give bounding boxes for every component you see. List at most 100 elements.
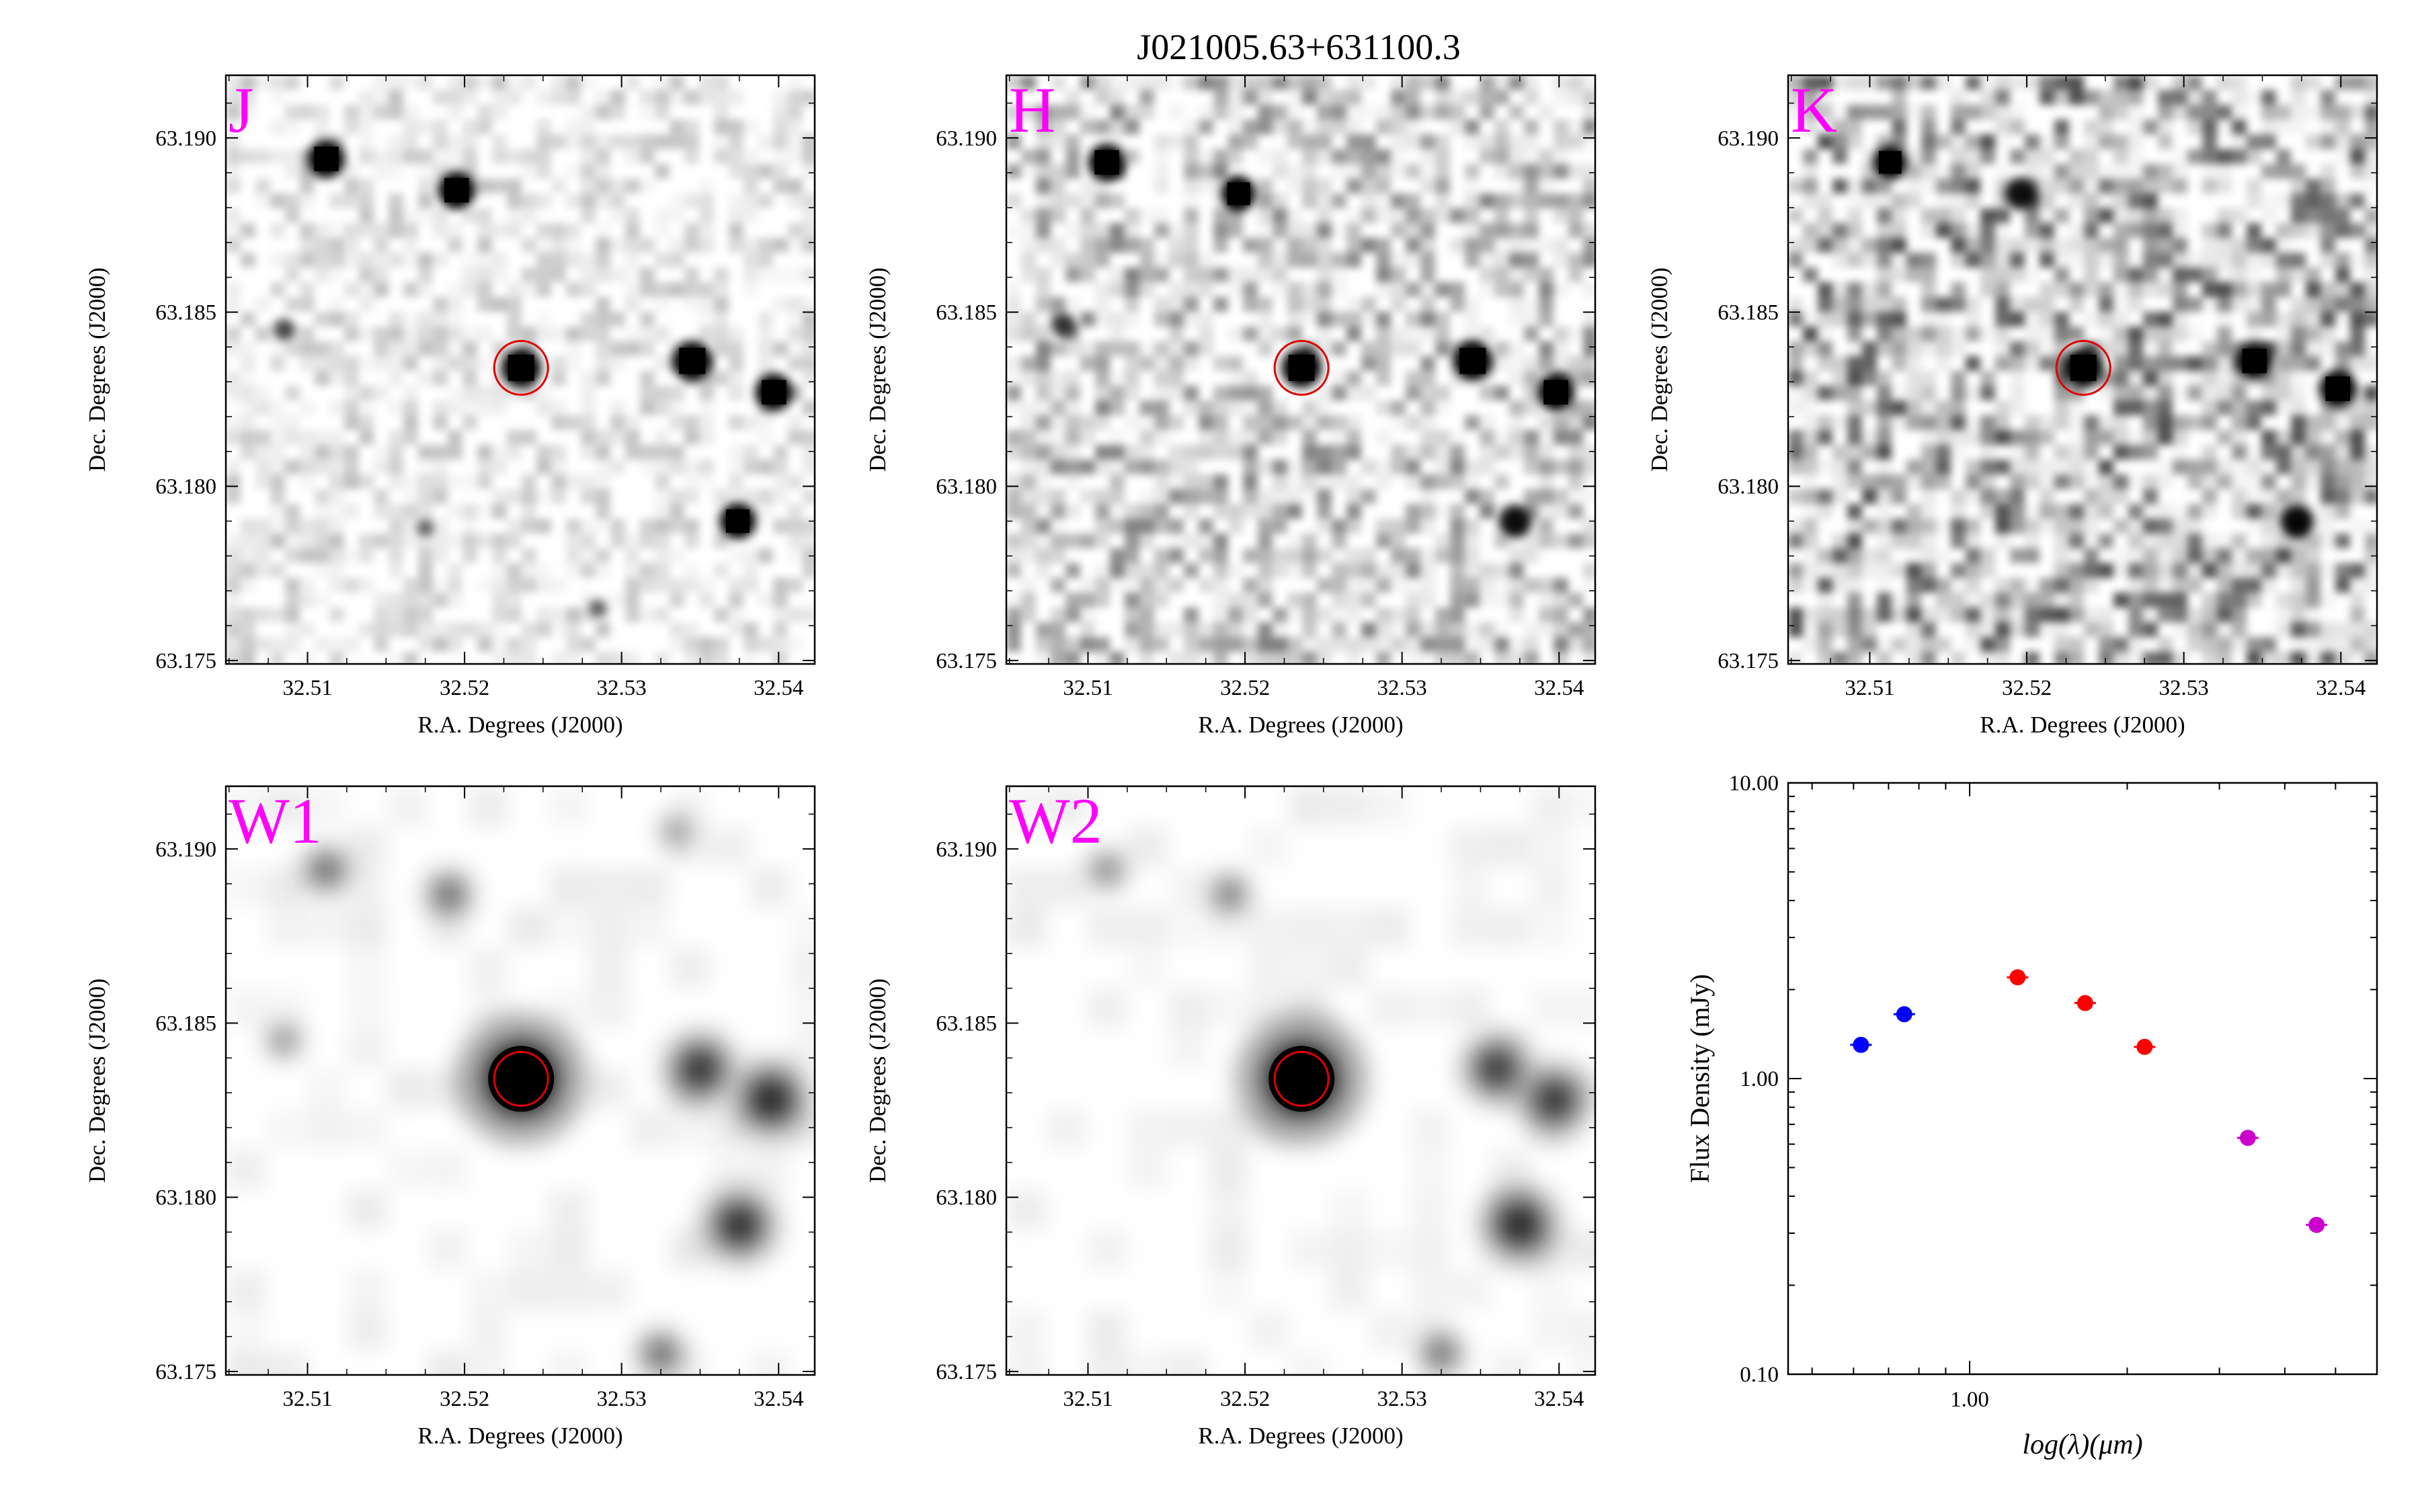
x-tick-label: 32.54: [1534, 1387, 1584, 1411]
star-source: [698, 1184, 780, 1267]
x-axis-label: R.A. Degrees (J2000): [417, 712, 622, 738]
star-source: [1084, 847, 1130, 893]
sed-y-tick-label: 10.00: [1729, 771, 1779, 796]
star-source: [2277, 502, 2316, 540]
sed-point: [2136, 1038, 2153, 1055]
y-tick-label: 63.190: [155, 837, 216, 862]
y-tick-label: 63.180: [155, 1186, 216, 1210]
star-core: [1543, 380, 1568, 405]
star-core: [679, 347, 706, 374]
sources: [272, 138, 795, 619]
target-circle: [1273, 339, 1330, 396]
y-tick-label: 63.175: [155, 649, 216, 673]
star-source: [421, 866, 477, 922]
star-core: [2070, 354, 2097, 381]
y-tick-label: 63.185: [936, 300, 997, 325]
sources: [1051, 141, 1577, 540]
x-axis-label: R.A. Degrees (J2000): [1198, 712, 1403, 738]
y-axis-label: Dec. Degrees (J2000): [1646, 267, 1672, 472]
sky-image: [226, 786, 815, 1375]
star-source: [1205, 870, 1254, 919]
band-label: K: [1791, 74, 1837, 146]
star-core: [2242, 348, 2267, 374]
sed-axes: 0.10 1.00 10.00 1.00 log(λ)(μm) Flux Density …: [1685, 771, 2378, 1460]
sed-frame: [1787, 782, 2378, 1376]
image-panel-W2: 32.51 32.52 32.53 32.54 63.175 63.180 63.185 63…: [864, 785, 1597, 1449]
star-core: [1288, 354, 1315, 381]
sources: [1084, 847, 1594, 1375]
sky-image: [1788, 75, 2377, 664]
star-source: [1477, 1182, 1563, 1268]
target-circle: [1273, 1050, 1330, 1107]
star-core: [314, 146, 339, 171]
star-source: [728, 1057, 814, 1142]
star-source: [1496, 503, 1533, 540]
sky-image: [1006, 75, 1595, 664]
band-label: J: [229, 74, 253, 146]
star-source: [1458, 1030, 1534, 1106]
sed-x-axis-label: log(λ)(μm): [2022, 1429, 2142, 1460]
sed-x-tick-label: 1.00: [1950, 1388, 1989, 1412]
target-circle: [493, 1050, 549, 1107]
axes: 32.51 32.52 32.53 32.54 63.175 63.180 63.185 63…: [155, 786, 815, 1411]
sed-series: [1850, 1006, 1915, 1053]
x-tick-label: 32.54: [754, 1387, 803, 1411]
star-source: [298, 842, 354, 898]
star-core: [2325, 376, 2350, 401]
image-panel-J: 32.51 32.52 32.53 32.54 63.175 63.180 63.185 63…: [84, 74, 816, 738]
star-source: [633, 1326, 689, 1375]
axes: 32.51 32.52 32.53 32.54 63.175 63.180 63.185 63…: [1718, 75, 2377, 700]
star-source: [588, 598, 608, 619]
star-core: [762, 380, 787, 405]
x-tick-label: 32.54: [1534, 676, 1584, 700]
y-tick-label: 63.190: [155, 126, 216, 151]
star-source: [263, 1019, 305, 1062]
y-tick-label: 63.175: [1718, 649, 1779, 673]
axes: 32.51 32.52 32.53 32.54 63.175 63.180 63.185 63…: [936, 75, 1595, 700]
sed-point: [1853, 1036, 1869, 1053]
y-tick-label: 63.190: [936, 126, 997, 151]
y-axis-label: Dec. Degrees (J2000): [84, 267, 110, 472]
star-source: [1415, 1328, 1467, 1375]
star-source: [1515, 1060, 1594, 1140]
image-panel-K: 32.51 32.52 32.53 32.54 63.175 63.180 63.185 63…: [1646, 74, 2378, 738]
y-tick-label: 63.185: [155, 1011, 216, 1036]
x-tick-label: 32.53: [1377, 1387, 1427, 1411]
sky-noise: [1006, 75, 1595, 664]
star-source: [272, 317, 296, 342]
y-axis-label: Dec. Degrees (J2000): [84, 978, 110, 1183]
sky-image: [226, 75, 815, 664]
x-axis-label: R.A. Degrees (J2000): [417, 1423, 622, 1449]
star-core: [508, 354, 534, 381]
panel-frame: [225, 74, 816, 665]
y-tick-label: 63.180: [936, 1186, 997, 1210]
y-tick-label: 63.185: [936, 1011, 997, 1036]
axes: 32.51 32.52 32.53 32.54 63.175 63.180 63.185 63…: [936, 786, 1595, 1411]
target-circle: [493, 339, 549, 396]
y-tick-label: 63.175: [936, 1360, 997, 1384]
star-core: [444, 177, 469, 203]
band-label: W1: [229, 785, 322, 857]
sed-series: [2007, 969, 2156, 1055]
sed-point: [2076, 995, 2093, 1011]
sed-y-tick-label: 1.00: [1740, 1067, 1779, 1091]
star-core: [1459, 347, 1486, 374]
x-axis-label: R.A. Degrees (J2000): [1980, 712, 2185, 738]
x-tick-label: 32.54: [2316, 676, 2366, 700]
star-core: [488, 1046, 555, 1112]
panel-frame: [1005, 785, 1597, 1376]
band-label: H: [1009, 74, 1055, 146]
star-source: [415, 518, 435, 538]
band-label: W2: [1009, 785, 1102, 857]
y-axis-label: Dec. Degrees (J2000): [864, 978, 891, 1183]
x-tick-label: 32.51: [282, 676, 332, 700]
x-tick-label: 32.54: [754, 676, 803, 700]
y-tick-label: 63.180: [936, 475, 997, 499]
y-tick-label: 63.190: [1718, 126, 1779, 151]
sky-noise: [226, 75, 815, 664]
sources: [1870, 142, 2359, 540]
sed-point: [2239, 1130, 2256, 1146]
panel-frame: [1787, 74, 2378, 665]
sky-image: [1006, 786, 1595, 1375]
sed-plot: 0.10 1.00 10.00 1.00 log(λ)(μm) Flux Density …: [1685, 771, 2378, 1460]
